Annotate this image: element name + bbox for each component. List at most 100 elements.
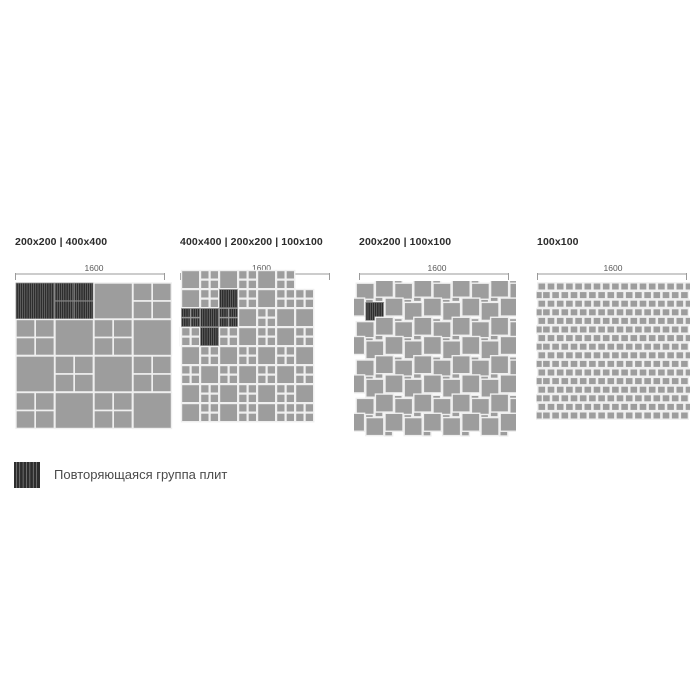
tile <box>304 364 315 375</box>
tile <box>656 333 667 343</box>
tile <box>587 411 598 420</box>
tile <box>675 282 685 291</box>
tile <box>384 374 404 394</box>
tile <box>256 402 277 423</box>
tile <box>601 299 611 309</box>
tile <box>112 318 133 338</box>
tile <box>633 307 644 317</box>
tile <box>218 364 229 375</box>
tile <box>546 385 556 395</box>
tile <box>237 269 248 280</box>
tile <box>665 299 676 309</box>
tile <box>112 409 133 430</box>
tile <box>629 333 639 343</box>
tile <box>592 299 602 309</box>
tile <box>285 402 296 413</box>
tile <box>15 409 36 430</box>
tile <box>228 374 239 385</box>
tile <box>285 298 296 309</box>
tile <box>615 393 625 403</box>
tile <box>675 299 685 309</box>
tile <box>537 299 547 309</box>
tile <box>541 359 552 369</box>
tile <box>601 282 611 291</box>
tile <box>73 373 94 393</box>
panel-3-dimension: 1600 <box>358 264 516 281</box>
tile <box>294 336 305 347</box>
panel-1-pattern <box>14 281 174 433</box>
tile <box>578 290 588 300</box>
tile <box>619 333 630 343</box>
tile <box>218 336 229 347</box>
tile <box>684 350 690 360</box>
tile <box>209 279 220 290</box>
panel-3-dimension-label: 1600 <box>358 264 516 273</box>
tile <box>684 282 690 291</box>
tile <box>180 336 191 347</box>
tile <box>596 307 607 317</box>
tile <box>661 325 671 334</box>
tile <box>209 402 220 413</box>
tile <box>633 342 644 352</box>
tile <box>266 326 277 337</box>
tile <box>679 393 690 403</box>
tile <box>499 412 516 432</box>
tile <box>550 290 561 300</box>
tile <box>624 290 634 300</box>
tile <box>679 342 690 352</box>
tile <box>285 383 296 394</box>
tile <box>209 412 220 423</box>
tile <box>93 355 134 393</box>
tile <box>199 355 210 366</box>
tile <box>587 342 598 352</box>
tile <box>615 359 625 369</box>
tile <box>151 300 172 320</box>
tile <box>541 411 552 420</box>
tile <box>619 350 630 360</box>
tile <box>256 269 277 290</box>
tile <box>652 376 662 386</box>
tile <box>247 402 258 413</box>
tile <box>656 282 667 291</box>
tile <box>228 326 239 337</box>
tile <box>647 385 657 395</box>
tile <box>218 326 229 337</box>
tile <box>684 385 690 395</box>
tile <box>237 345 248 356</box>
tile <box>652 393 662 403</box>
tile <box>237 402 248 413</box>
tile <box>638 385 648 395</box>
tile <box>509 359 516 379</box>
tile <box>587 307 598 317</box>
tile <box>489 393 510 413</box>
tile <box>480 416 500 437</box>
tile <box>619 316 630 326</box>
panel-4-dimension-label: 1600 <box>536 264 690 273</box>
tile <box>587 290 598 300</box>
tile <box>555 316 565 326</box>
tile <box>638 282 648 291</box>
tile <box>132 355 153 375</box>
tile <box>638 368 648 377</box>
tile <box>93 282 134 320</box>
tile <box>199 298 210 309</box>
tile <box>180 288 201 309</box>
tile <box>489 316 510 336</box>
tile <box>93 391 114 411</box>
tile <box>15 355 56 393</box>
panel-1-dimension-label: 1600 <box>14 264 174 273</box>
tile <box>564 282 575 291</box>
tile <box>384 335 404 356</box>
tile <box>256 345 277 366</box>
tile <box>624 411 634 420</box>
tile <box>550 307 561 317</box>
tile <box>633 359 644 369</box>
tile <box>461 335 481 356</box>
tile <box>247 288 258 299</box>
tile <box>550 325 561 334</box>
tile <box>34 391 55 411</box>
tile <box>256 336 267 347</box>
tile <box>489 354 510 375</box>
tile <box>275 364 296 385</box>
